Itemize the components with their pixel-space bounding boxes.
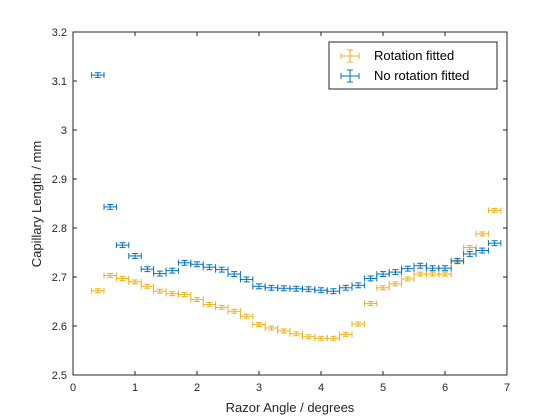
data-point bbox=[153, 288, 167, 295]
y-tick-label: 3 bbox=[61, 125, 67, 137]
data-point bbox=[215, 304, 229, 311]
data-point bbox=[475, 230, 489, 237]
x-tick-label: 0 bbox=[70, 382, 76, 394]
legend-marker-0 bbox=[340, 49, 360, 63]
data-point bbox=[351, 321, 365, 328]
data-point bbox=[450, 257, 465, 264]
y-tick-label: 3.1 bbox=[52, 76, 67, 88]
data-point bbox=[153, 270, 167, 277]
data-point bbox=[227, 271, 241, 278]
y-tick-label: 2.9 bbox=[52, 174, 67, 186]
y-tick-label: 2.7 bbox=[52, 272, 67, 284]
x-tick-label: 2 bbox=[194, 382, 200, 394]
data-point bbox=[165, 267, 179, 274]
data-point bbox=[487, 207, 502, 214]
axes-layer bbox=[72, 31, 508, 376]
legend: Rotation fitted No rotation fitted bbox=[328, 41, 498, 90]
tick-labels: 0 1 2 3 4 5 6 7 2.5 2.6 2.7 2.8 2.9 3 3.1 3.2 bbox=[52, 27, 510, 394]
data-point bbox=[401, 275, 415, 282]
data-point bbox=[438, 271, 452, 278]
data-point bbox=[215, 266, 229, 273]
data-point bbox=[227, 308, 241, 315]
x-tick-label: 4 bbox=[318, 382, 324, 394]
data-point bbox=[339, 331, 353, 338]
data-point bbox=[103, 203, 117, 210]
data-point bbox=[376, 271, 390, 278]
data-point bbox=[128, 252, 142, 259]
data-point bbox=[91, 287, 105, 294]
data-point bbox=[425, 271, 440, 278]
data-point bbox=[239, 313, 254, 320]
y-tick-label: 2.5 bbox=[52, 370, 67, 382]
data-point bbox=[487, 240, 502, 247]
data-point bbox=[91, 72, 105, 79]
data-point bbox=[103, 272, 117, 279]
x-tick-label: 5 bbox=[380, 382, 386, 394]
data-point bbox=[475, 247, 489, 254]
data-point bbox=[388, 269, 403, 276]
series-layer bbox=[91, 72, 502, 342]
y-tick-label: 2.8 bbox=[52, 223, 67, 235]
data-point bbox=[140, 283, 155, 290]
y-axis-label: Capillary Length / mm bbox=[29, 141, 44, 267]
x-tick-label: 7 bbox=[504, 382, 510, 394]
data-point bbox=[388, 280, 403, 287]
legend-label-rotation-fitted: Rotation fitted bbox=[374, 48, 454, 63]
legend-box bbox=[328, 41, 498, 90]
data-point bbox=[115, 275, 130, 282]
data-point bbox=[239, 276, 254, 283]
x-tick-label: 3 bbox=[256, 382, 262, 394]
data-point bbox=[351, 282, 365, 289]
legend-marker-1 bbox=[340, 69, 360, 83]
x-tick-label: 6 bbox=[442, 382, 448, 394]
legend-markers bbox=[340, 49, 360, 83]
x-tick-label: 1 bbox=[132, 382, 138, 394]
x-axis-label: Razor Angle / degrees bbox=[226, 400, 355, 415]
data-point bbox=[128, 278, 142, 285]
data-point bbox=[363, 300, 378, 307]
data-point bbox=[115, 242, 130, 249]
legend-label-no-rotation-fitted: No rotation fitted bbox=[374, 68, 469, 83]
data-point bbox=[438, 265, 452, 272]
y-tick-label: 3.2 bbox=[52, 27, 67, 39]
y-tick-label: 2.6 bbox=[52, 321, 67, 333]
data-point bbox=[190, 261, 204, 268]
series-1 bbox=[91, 72, 502, 295]
axes-box bbox=[72, 31, 508, 376]
